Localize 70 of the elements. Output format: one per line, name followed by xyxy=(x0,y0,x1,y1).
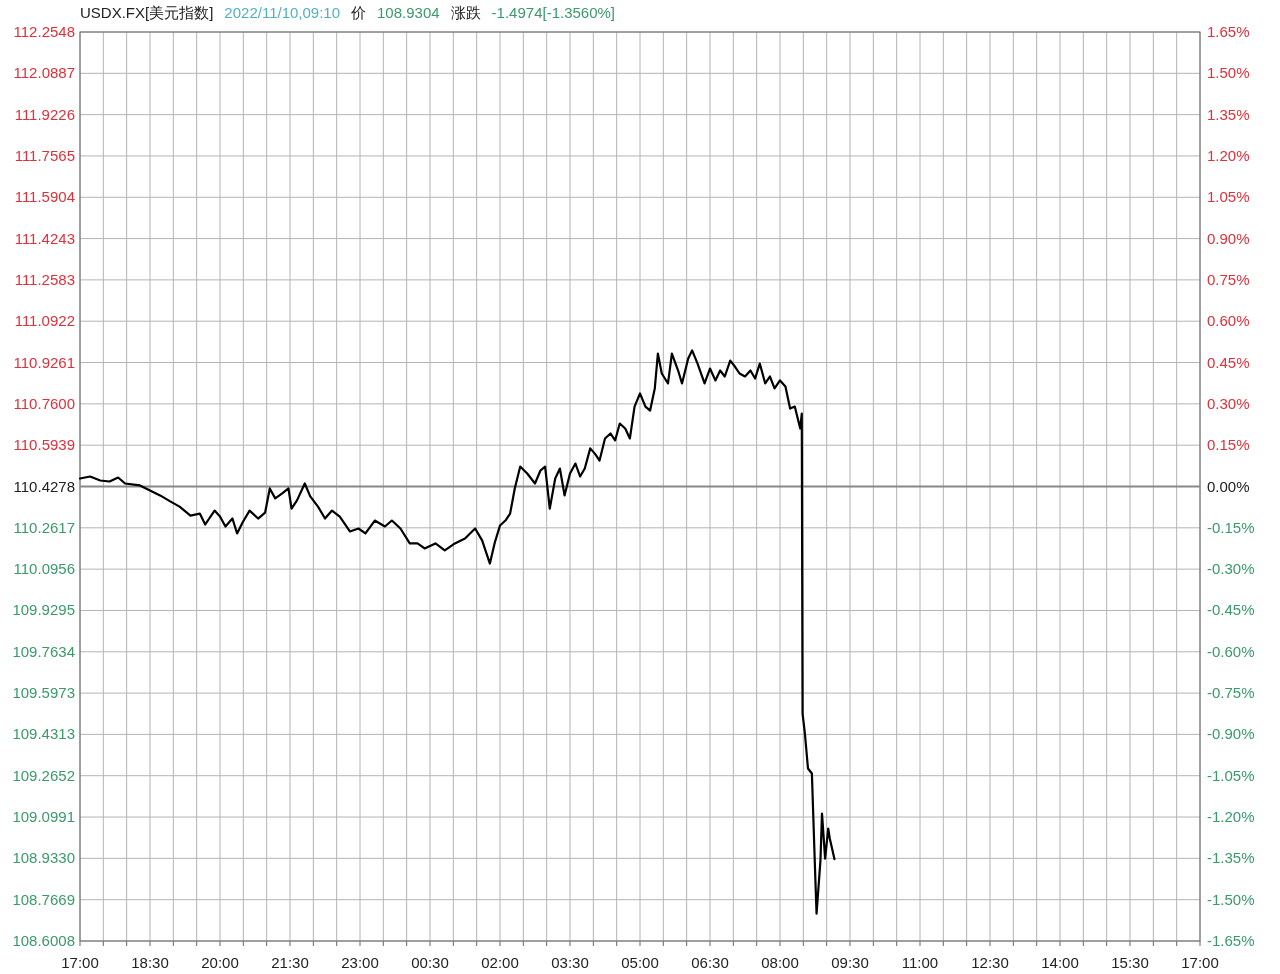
y-tick-label: 109.2652 xyxy=(12,766,75,784)
text: -1.4974[-1.3560%] xyxy=(491,4,616,21)
y2-tick-label: 0.45% xyxy=(1207,353,1250,371)
x-tick-label: 06:30 xyxy=(691,954,729,971)
y2-tick-label: 0.00% xyxy=(1207,477,1250,495)
y2-tick-label: 0.75% xyxy=(1207,270,1250,288)
y2-tick-label: -0.90% xyxy=(1207,725,1255,743)
y-tick-label: 109.7634 xyxy=(12,642,75,660)
x-tick-label: 08:00 xyxy=(761,954,799,971)
x-tick-label: 05:00 xyxy=(621,954,659,971)
y2-tick-label: -0.60% xyxy=(1207,642,1255,660)
y-tick-label: 111.7565 xyxy=(14,146,75,164)
y2-tick-label: 1.05% xyxy=(1207,188,1250,206)
y2-tick-label: -1.35% xyxy=(1207,849,1255,867)
y-tick-label: 109.9295 xyxy=(12,601,75,619)
text: 2022/11/10,09:10 xyxy=(224,4,341,21)
y2-tick-label: -1.05% xyxy=(1207,766,1255,784)
x-tick-label: 17:00 xyxy=(1181,954,1219,971)
y2-tick-label: 0.60% xyxy=(1207,312,1250,330)
x-tick-label: 14:00 xyxy=(1041,954,1079,971)
y2-tick-label: -0.75% xyxy=(1207,684,1255,702)
text: 涨跌 xyxy=(450,4,481,21)
x-tick-label: 23:00 xyxy=(341,954,379,971)
y-tick-label: 108.9330 xyxy=(12,849,75,867)
y-tick-label: 110.9261 xyxy=(13,353,75,371)
y-tick-label: 112.2548 xyxy=(13,23,75,40)
x-tick-label: 15:30 xyxy=(1111,954,1149,971)
y-tick-label: 111.5904 xyxy=(14,188,75,206)
y-tick-label: 108.6008 xyxy=(12,932,75,949)
y-tick-label: 109.4313 xyxy=(12,725,75,743)
x-tick-label: 03:30 xyxy=(551,954,589,971)
x-tick-label: 00:30 xyxy=(411,954,449,971)
chart-title: USDX.FX[美元指数] xyxy=(80,4,214,21)
y-tick-label: 109.0991 xyxy=(12,808,75,826)
y2-tick-label: 1.20% xyxy=(1207,146,1250,164)
y2-tick-label: -1.65% xyxy=(1207,932,1255,949)
x-tick-label: 02:00 xyxy=(481,954,519,971)
x-tick-label: 17:00 xyxy=(61,954,99,971)
x-tick-label: 12:30 xyxy=(971,954,1009,971)
y-tick-label: 112.0887 xyxy=(13,64,75,82)
y-tick-label: 110.7600 xyxy=(13,394,75,412)
y2-tick-label: 1.65% xyxy=(1207,23,1250,40)
y2-tick-label: 1.50% xyxy=(1207,64,1250,82)
y2-tick-label: -0.45% xyxy=(1207,601,1255,619)
x-tick-label: 11:00 xyxy=(901,954,939,971)
y-tick-label: 111.4243 xyxy=(14,229,75,247)
y2-tick-label: 1.35% xyxy=(1207,105,1250,123)
y-tick-label: 110.0956 xyxy=(13,560,75,578)
y2-tick-label: -1.20% xyxy=(1207,808,1255,826)
x-tick-label: 20:00 xyxy=(201,954,239,971)
y-tick-label: 111.0922 xyxy=(14,312,75,330)
y-tick-label: 109.5973 xyxy=(12,684,75,702)
y2-tick-label: -0.15% xyxy=(1207,518,1255,536)
y2-tick-label: 0.90% xyxy=(1207,229,1250,247)
y2-tick-label: -1.50% xyxy=(1207,890,1255,908)
y-tick-label: 110.4278 xyxy=(13,477,75,495)
text: 价 xyxy=(350,4,367,21)
y-tick-label: 110.5939 xyxy=(13,436,75,454)
x-tick-label: 21:30 xyxy=(271,954,309,971)
y2-tick-label: 0.15% xyxy=(1207,436,1250,454)
y2-tick-label: -0.30% xyxy=(1207,560,1255,578)
line-series xyxy=(78,349,836,915)
y-tick-label: 111.9226 xyxy=(14,105,75,123)
y-tick-label: 110.2617 xyxy=(13,518,75,536)
y-tick-label: 111.2583 xyxy=(14,270,75,288)
x-tick-label: 09:30 xyxy=(831,954,869,971)
y-tick-label: 108.7669 xyxy=(12,890,75,908)
text: 108.9304 xyxy=(377,4,440,21)
y2-tick-label: 0.30% xyxy=(1207,394,1250,412)
x-tick-label: 18:30 xyxy=(131,954,169,971)
